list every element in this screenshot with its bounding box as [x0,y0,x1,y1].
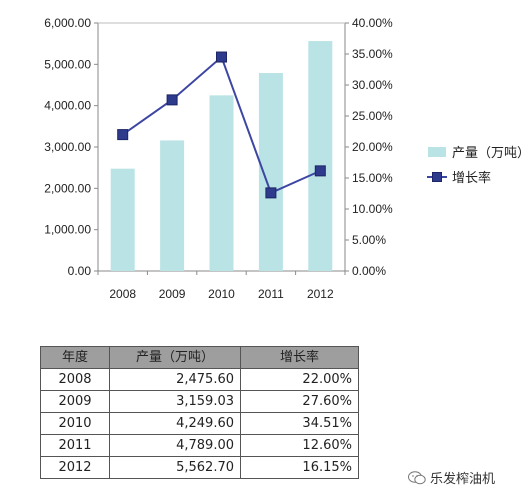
right-tick-label: 20.00% [352,140,393,154]
line-marker [314,165,326,177]
bar [209,95,234,271]
right-tick-label: 30.00% [352,78,393,92]
x-tick-label: 2008 [109,287,136,301]
table-row: 2010 4,249.60 34.51% [40,412,359,435]
right-tick-label: 0.00% [352,264,386,278]
left-tick-label: 4,000.00 [44,99,91,113]
table-cell-year: 2012 [40,456,110,479]
table-header-output: 产量（万吨） [109,346,241,369]
table-cell-output: 2,475.60 [109,368,241,391]
legend-line-marker [432,172,442,182]
table-cell-growth: 34.51% [240,412,359,435]
table-header-year: 年度 [40,346,110,369]
x-axis-ticks: 2008 2009 2010 2011 2012 [97,271,346,301]
table-header-row: 年度 产量（万吨） 增长率 [40,346,359,369]
right-tick-label: 25.00% [352,109,393,123]
bar [308,41,333,271]
line-series [117,51,326,199]
table-row: 2011 4,789.00 12.60% [40,434,359,457]
line-marker [117,129,129,141]
table-cell-output: 4,789.00 [109,434,241,457]
table-row: 2009 3,159.03 27.60% [40,390,359,413]
left-tick-label: 6,000.00 [44,16,91,30]
watermark-text: 乐发榨油机 [430,472,496,487]
wechat-icon [408,470,426,484]
table-cell-growth: 27.60% [240,390,359,413]
left-tick-label: 2,000.00 [44,181,91,195]
table-header-growth: 增长率 [240,346,359,369]
bar-series [110,41,333,272]
legend-line-label: 增长率 [452,170,491,186]
right-axis-ticks: 0.00% 5.00% 10.00% 15.00% 20.00% 25.00% 30.00%… [345,16,393,278]
left-tick-label: 5,000.00 [44,57,91,71]
table-cell-output: 4,249.60 [109,412,241,435]
table-cell-year: 2011 [40,434,110,457]
table-cell-year: 2009 [40,390,110,413]
table-cell-output: 3,159.03 [109,390,241,413]
bar [160,140,185,271]
legend: 产量（万吨） 增长率 [427,146,530,186]
left-axis-ticks: 0.00 1,000.00 2,000.00 3,000.00 4,000.00 5,00… [44,16,98,278]
right-tick-label: 40.00% [352,16,393,30]
legend-bar-label: 产量（万吨） [452,146,530,161]
line-marker [265,187,277,199]
line-marker [216,51,227,63]
data-table: 年度 产量（万吨） 增长率 2008 2,475.60 22.00% 2009 … [40,346,359,479]
x-tick-label: 2012 [307,287,334,301]
left-tick-label: 0.00 [68,264,92,278]
x-tick-label: 2010 [208,287,235,301]
table-cell-year: 2010 [40,412,110,435]
legend-bar-swatch [428,147,446,157]
table-cell-growth: 12.60% [240,434,359,457]
watermark: 乐发榨油机 [408,468,495,487]
table-cell-year: 2008 [40,368,110,391]
x-tick-label: 2009 [159,287,186,301]
table-row: 2012 5,562.70 16.15% [40,456,359,479]
left-tick-label: 1,000.00 [44,223,91,237]
combo-chart: 0.00 1,000.00 2,000.00 3,000.00 4,000.00 5,00… [44,16,530,301]
right-tick-label: 15.00% [352,171,393,185]
table-row: 2008 2,475.60 22.00% [40,368,359,391]
line-marker [166,94,178,106]
right-tick-label: 5.00% [352,233,386,247]
table-cell-output: 5,562.70 [109,456,241,479]
table-cell-growth: 16.15% [240,456,359,479]
x-tick-label: 2011 [258,287,284,301]
right-tick-label: 35.00% [352,47,393,61]
bar [110,168,135,271]
left-tick-label: 3,000.00 [44,140,91,154]
table-cell-growth: 22.00% [240,368,359,391]
right-tick-label: 10.00% [352,202,393,216]
